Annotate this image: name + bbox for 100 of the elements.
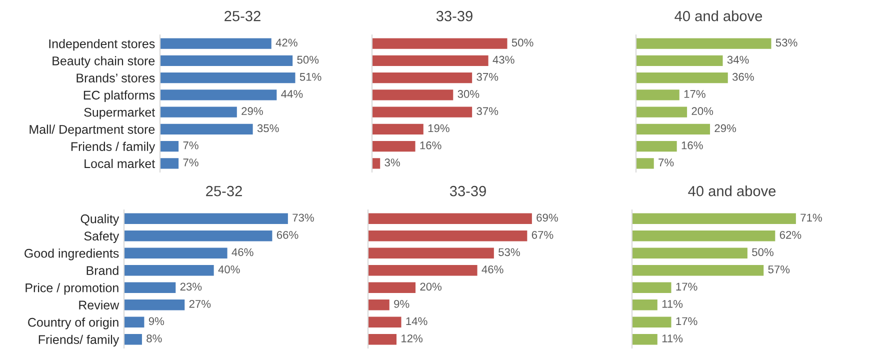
- data-label: 7%: [183, 158, 198, 166]
- data-label: 35%: [257, 124, 279, 132]
- y-tick-label: Supermarket: [84, 108, 156, 120]
- bar: [632, 282, 672, 293]
- y-tick-label: Review: [79, 300, 120, 310]
- bar: [372, 141, 416, 152]
- data-label: 11%: [662, 334, 683, 342]
- data-label: 73%: [292, 214, 314, 222]
- bar: [632, 213, 796, 224]
- bar: [636, 90, 680, 100]
- bar: [632, 316, 672, 328]
- data-label: 34%: [727, 56, 749, 64]
- data-label: 17%: [684, 90, 706, 98]
- data-label: 62%: [780, 230, 802, 239]
- y-tick-label: Quality: [80, 214, 120, 226]
- y-tick-label: Safety: [84, 231, 120, 243]
- chart-title: 40 and above: [688, 186, 776, 196]
- bar: [372, 124, 424, 134]
- y-tick-label: Local market: [84, 158, 156, 168]
- data-label: 53%: [498, 248, 520, 256]
- bar: [632, 300, 658, 310]
- bar: [372, 55, 488, 66]
- data-label: 29%: [242, 107, 263, 116]
- bar: [124, 230, 272, 242]
- bar: [368, 230, 528, 242]
- bar: [636, 106, 688, 118]
- y-tick-label: Good ingredients: [24, 248, 119, 260]
- data-label: 20%: [420, 282, 442, 291]
- bar: [368, 282, 416, 293]
- bar: [636, 158, 654, 169]
- bar: [124, 334, 142, 345]
- bar: [636, 55, 723, 66]
- bar: [160, 106, 237, 118]
- bar: [372, 158, 380, 169]
- bar: [124, 248, 228, 258]
- bar: [160, 158, 179, 169]
- data-label: 8%: [146, 334, 162, 342]
- data-label: 19%: [428, 124, 450, 132]
- bar: [372, 106, 472, 118]
- bar: [124, 282, 176, 293]
- data-label: 71%: [800, 214, 822, 222]
- bar: [368, 265, 478, 276]
- bar: [124, 265, 214, 276]
- data-label: 51%: [300, 72, 322, 81]
- data-label: 17%: [676, 282, 698, 291]
- chart-title: 33-39: [450, 186, 486, 196]
- bar: [160, 38, 272, 49]
- data-label: 12%: [402, 334, 423, 342]
- bar: [124, 213, 288, 224]
- bar: [160, 90, 277, 100]
- data-label: 50%: [752, 248, 774, 256]
- y-tick-label: Beauty chain store: [52, 56, 155, 68]
- bar: [372, 90, 454, 100]
- bar: [632, 334, 658, 345]
- data-label: 9%: [394, 300, 410, 308]
- chart-title: 40 and above: [674, 10, 762, 22]
- y-tick-label: Friends / family: [71, 142, 156, 154]
- bar: [368, 334, 397, 345]
- bar: [160, 55, 293, 66]
- data-label: 57%: [768, 266, 790, 274]
- data-label: 43%: [492, 56, 514, 64]
- data-label: 23%: [180, 282, 202, 291]
- bar: [636, 141, 677, 152]
- bar: [636, 72, 728, 84]
- bar: [368, 213, 532, 224]
- data-label: 20%: [692, 107, 714, 116]
- data-label: 16%: [420, 141, 442, 150]
- bar: [632, 230, 776, 242]
- data-label: 53%: [776, 38, 798, 47]
- data-label: 67%: [532, 230, 554, 239]
- y-tick-label: EC platforms: [84, 90, 155, 102]
- data-label: 3%: [384, 158, 400, 166]
- bar: [124, 300, 185, 310]
- y-tick-label: Brand: [86, 266, 118, 276]
- chart-title: 25-32: [206, 186, 242, 196]
- data-label: 46%: [232, 248, 254, 256]
- y-tick-label: Country of origin: [28, 318, 118, 330]
- data-label: 50%: [297, 56, 319, 64]
- data-label: 66%: [276, 230, 298, 239]
- y-tick-label: Mall/ Department store: [30, 124, 155, 136]
- data-label: 17%: [676, 317, 698, 326]
- bar: [636, 124, 710, 134]
- data-label: 46%: [482, 265, 504, 274]
- bar: [372, 72, 472, 84]
- bar: [160, 141, 179, 152]
- bar: [160, 72, 296, 84]
- chart-title: 33-39: [436, 10, 472, 22]
- data-label: 69%: [536, 214, 558, 222]
- y-tick-label: Friends/ family: [38, 334, 120, 346]
- data-label: 36%: [732, 72, 754, 81]
- chart-title: 25-32: [224, 10, 260, 22]
- data-label: 29%: [714, 124, 736, 132]
- y-tick-label: Independent stores: [49, 39, 155, 51]
- data-label: 11%: [662, 300, 683, 308]
- bar: [368, 248, 494, 258]
- data-label: 7%: [183, 141, 198, 150]
- data-label: 44%: [281, 90, 303, 98]
- data-label: 27%: [189, 300, 211, 308]
- data-label: 9%: [148, 317, 164, 326]
- data-label: 37%: [476, 72, 498, 81]
